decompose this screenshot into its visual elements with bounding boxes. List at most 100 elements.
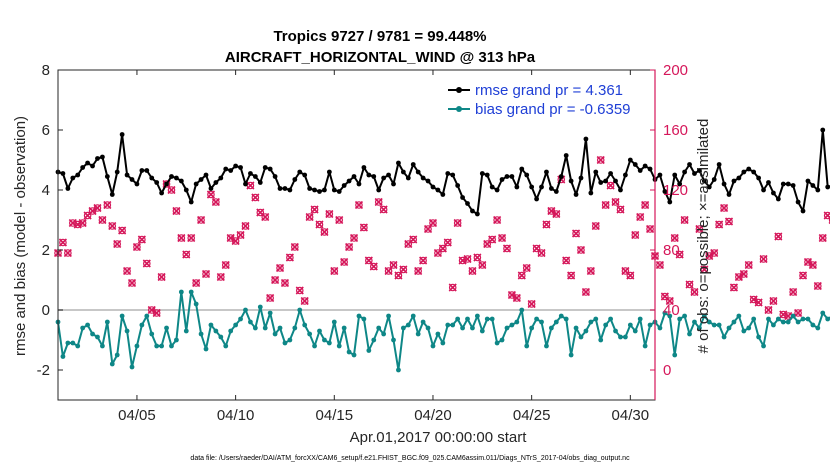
rmse-point [627,157,633,163]
rmse-point [169,174,174,179]
obs-assimilated-cross [354,200,364,210]
bias-point [593,316,599,322]
obs-marker [774,232,783,241]
bias-point [233,322,239,328]
rmse-point [386,172,391,178]
obs-possible-circle [399,265,408,274]
rmse-point [361,165,367,170]
bias-point [766,316,771,322]
obs-possible-circle [582,288,590,296]
bias-point [701,313,707,319]
obs-possible-circle [276,264,284,272]
y-axis-label-right: # of obs: o=possible; ×=assimilated [695,119,712,354]
bias-point [746,325,752,331]
obs-assimilated-cross [275,263,285,273]
obs-assimilated-cross [305,212,314,222]
data-file-footnote: data file: /Users/raeder/DAI/ATM_forcXX/… [190,455,630,462]
bias-point [558,313,564,319]
obs-possible-circle [710,249,719,257]
rmse-point [450,172,456,178]
bias-point [90,331,95,337]
bias-point [588,319,594,325]
obs-assimilated-cross [596,155,605,165]
obs-marker [655,260,664,270]
obs-marker [493,215,502,225]
bias-point [553,319,559,325]
x-tick-label: 04/15 [316,407,354,424]
rmse-point [509,174,515,179]
rmse-point [504,174,510,179]
bias-point [119,313,125,319]
obs-assimilated-cross [132,242,142,252]
x-tick-label: 04/10 [217,407,255,424]
bias-point [435,331,441,337]
rmse-point [272,174,278,179]
obs-assimilated-cross [488,235,497,244]
obs-marker [764,305,773,315]
obs-assimilated-cross [157,272,166,282]
obs-marker [419,256,428,265]
bias-point [805,316,811,322]
bias-point [114,352,120,358]
bias-point [445,322,451,328]
bias-point [376,325,382,331]
bias-point [470,325,475,331]
obs-possible-circle [626,271,635,280]
obs-marker [182,250,191,259]
obs-marker [379,205,388,214]
obs-assimilated-cross [606,181,615,190]
obs-marker [340,257,349,267]
obs-possible-circle [419,256,427,265]
rmse-point [267,166,273,172]
obs-marker [789,287,798,297]
obs-possible-circle [562,256,570,265]
obs-marker [123,266,132,276]
obs-possible-circle [394,271,403,280]
obs-possible-circle [522,264,531,272]
bias-point [183,328,189,334]
bias-point [322,337,327,343]
bias-point [687,331,692,337]
obs-possible-circle [113,240,122,248]
bias-point [519,307,525,313]
obs-assimilated-cross [576,245,586,255]
bias-point [346,349,352,355]
rmse-point [805,178,811,184]
bias-point [80,325,86,331]
obs-assimilated-cross [300,296,309,306]
obs-assimilated-cross [636,212,645,222]
obs-assimilated-cross [774,232,783,241]
rmse-point [558,174,564,179]
obs-possible-circle [261,213,270,221]
rmse-point [795,199,801,205]
bias-point [474,313,480,319]
obs-marker [685,280,694,289]
rmse-point [603,178,609,184]
bias-point [405,322,411,328]
rmse-point [460,195,465,200]
rmse-point [326,169,332,175]
obs-marker [552,209,561,219]
obs-possible-circle [310,205,319,214]
bias-point [756,334,762,340]
obs-marker [636,212,645,222]
bias-point [711,322,717,328]
y-tick-label-left: 0 [42,302,50,319]
obs-assimilated-cross [320,227,329,237]
y-tick-label-left: 4 [42,182,50,199]
obs-marker [78,218,87,228]
rmse-point [736,175,742,181]
rmse-point [292,177,298,182]
bias-point [692,319,697,325]
rmse-point [129,177,135,182]
obs-assimilated-cross [473,253,482,262]
obs-marker [473,253,482,262]
obs-marker [512,293,521,303]
obs-marker [211,197,220,207]
obs-marker [320,227,329,237]
bias-point [104,319,110,325]
rmse-point [351,174,357,179]
obs-assimilated-cross [680,215,689,225]
rmse-point [529,184,535,190]
obs-possible-circle [809,261,817,269]
